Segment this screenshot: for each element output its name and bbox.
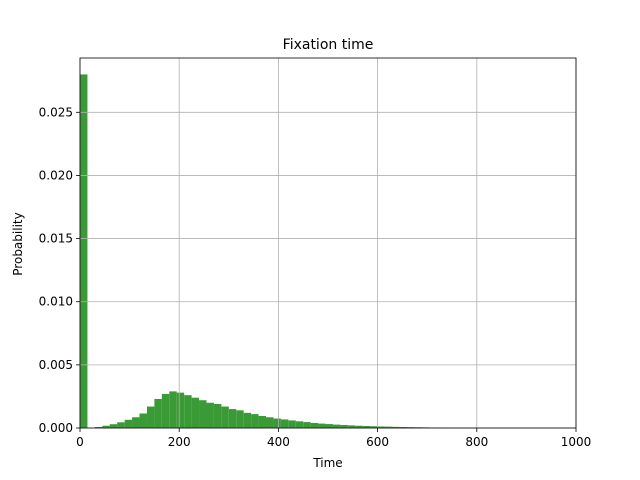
histogram-bar	[340, 424, 348, 428]
x-tick-label: 1000	[561, 435, 592, 449]
y-tick-label: 0.000	[39, 421, 73, 435]
histogram-bar	[258, 416, 266, 428]
histogram-bar	[94, 426, 103, 428]
histogram-bar	[355, 425, 363, 428]
histogram-bar	[80, 74, 88, 428]
histogram-bar	[206, 402, 214, 428]
plot-frame	[79, 57, 577, 429]
histogram-bar	[251, 414, 259, 428]
histogram-bar	[362, 425, 371, 428]
y-tick-label: 0.005	[39, 358, 73, 372]
histogram-bar	[154, 398, 162, 428]
x-axis-label: Time	[312, 456, 342, 470]
histogram-bar	[273, 418, 281, 428]
histogram-bar	[347, 425, 356, 428]
histogram-bar	[288, 420, 296, 428]
y-tick-label: 0.020	[39, 168, 73, 182]
histogram-bar	[370, 426, 378, 428]
histogram-bar	[318, 423, 326, 428]
histogram-bar	[407, 427, 415, 428]
x-tick-label: 400	[267, 435, 290, 449]
histogram-bar	[169, 391, 177, 428]
histogram-bar	[399, 426, 408, 428]
histogram-bar	[221, 406, 229, 428]
histogram-bar	[266, 417, 274, 428]
histogram-bar	[325, 424, 333, 428]
histogram-bar	[102, 425, 110, 428]
y-axis-label: Probability	[11, 212, 25, 275]
histogram-bar	[228, 409, 237, 428]
histogram-bar	[310, 422, 319, 428]
histogram-bar	[385, 426, 393, 428]
y-tick-label: 0.025	[39, 105, 73, 119]
histogram-bar	[124, 419, 133, 428]
histogram-bar	[117, 422, 125, 428]
x-tick-label: 600	[366, 435, 389, 449]
histogram-bar	[146, 406, 155, 428]
y-axis-ticks: 0.000 0.005 0.010 0.015 0.020 0.025	[39, 105, 80, 435]
histogram-bar	[199, 400, 207, 428]
x-tick-label: 800	[465, 435, 488, 449]
x-tick-label: 0	[76, 435, 84, 449]
histogram-bar	[161, 393, 170, 428]
histogram-bar	[139, 413, 147, 428]
histogram-bars	[80, 74, 467, 428]
y-tick-label: 0.010	[39, 295, 73, 309]
x-axis-ticks: 0 200 400 600 800 1000	[76, 428, 591, 449]
histogram-bar	[176, 392, 185, 428]
x-tick-label: 200	[168, 435, 191, 449]
histogram-bar	[332, 424, 341, 428]
histogram-bar	[295, 421, 304, 428]
histogram-bar	[392, 426, 400, 428]
histogram-bar	[132, 417, 140, 428]
histogram-bar	[109, 424, 118, 428]
chart-title: Fixation time	[283, 37, 374, 53]
histogram-bar	[377, 426, 386, 428]
y-tick-label: 0.015	[39, 232, 73, 246]
histogram-bar	[191, 397, 200, 428]
histogram-bar	[243, 412, 252, 428]
histogram-bar	[213, 404, 222, 428]
histogram-bar	[280, 419, 289, 428]
histogram-bar	[303, 422, 311, 428]
histogram-bar	[184, 395, 192, 428]
histogram-bar	[236, 410, 244, 428]
